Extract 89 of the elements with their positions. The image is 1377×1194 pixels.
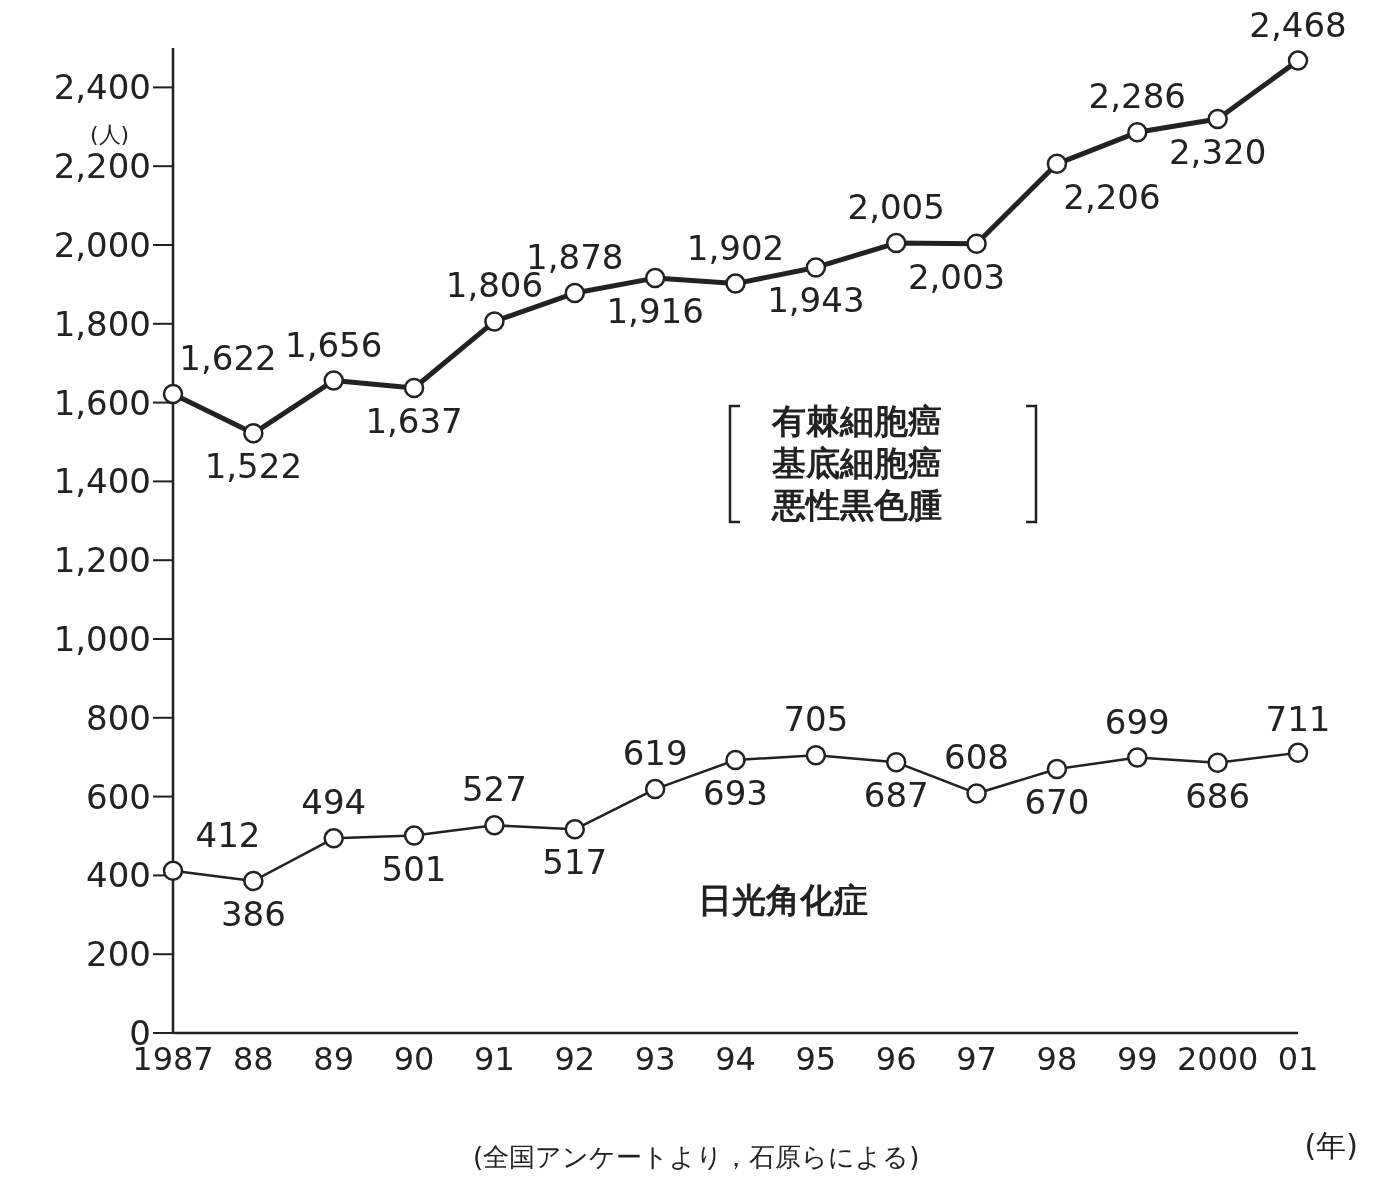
x-tick-label: 88	[233, 1039, 274, 1078]
data-label: 2,005	[847, 187, 945, 228]
point	[243, 870, 264, 892]
point	[484, 815, 505, 836]
data-label: 619	[622, 733, 688, 774]
point	[1207, 108, 1228, 130]
data-label: 686	[1185, 775, 1251, 816]
point	[725, 273, 746, 294]
data-label: 670	[1024, 782, 1090, 823]
y-tick-label: 400	[86, 855, 151, 896]
data-label: 608	[944, 737, 1010, 778]
point	[885, 232, 907, 254]
text: (全国アンケートより，石原らによる)	[473, 1141, 920, 1174]
point	[323, 828, 344, 849]
x-tick-label: 94	[715, 1039, 756, 1078]
data-label: 2,206	[1063, 176, 1161, 217]
y-tick-label: 2,200	[53, 146, 151, 187]
point	[1127, 747, 1148, 768]
data-label: 699	[1104, 701, 1170, 742]
x-tick-label: 90	[393, 1039, 435, 1078]
x-tick-label: 98	[1036, 1039, 1078, 1078]
data-label: 1,656	[285, 324, 383, 365]
x-tick-label: 96	[875, 1039, 917, 1078]
y-tick-label: 600	[86, 776, 151, 817]
point	[885, 752, 907, 773]
data-label: 1,916	[606, 291, 704, 332]
point	[725, 749, 746, 771]
x-tick-label: 92	[554, 1039, 596, 1078]
y-tick-label: 1,000	[53, 619, 151, 660]
x-tick-label: 95	[795, 1039, 837, 1078]
point	[644, 778, 666, 800]
data-label: 2,320	[1168, 131, 1267, 172]
data-label: 412	[195, 814, 261, 855]
data-label: 1,943	[767, 280, 865, 321]
point	[1127, 122, 1148, 143]
point	[484, 311, 505, 332]
point	[564, 819, 586, 840]
data-label: 494	[301, 782, 367, 823]
point	[1287, 50, 1309, 71]
data-label: 527	[461, 769, 527, 810]
data-label: 711	[1265, 698, 1331, 739]
y-tick-label: 1,200	[53, 540, 151, 581]
data-label: 1,902	[686, 227, 785, 268]
y-tick-label: 2,400	[53, 67, 151, 108]
x-tick-label: 2000	[1176, 1039, 1259, 1078]
point	[564, 282, 586, 304]
point	[403, 825, 425, 846]
point	[162, 860, 184, 881]
y-tick-label: 1,800	[53, 303, 151, 344]
data-label: 693	[703, 772, 768, 813]
point	[805, 257, 827, 278]
point	[805, 744, 827, 766]
point	[966, 233, 987, 255]
point	[243, 423, 264, 444]
text: 日光角化症	[698, 879, 868, 922]
point	[1207, 752, 1228, 773]
data-label: 517	[542, 842, 608, 883]
point	[403, 377, 425, 399]
x-tick-label: 93	[634, 1039, 676, 1078]
y-tick-label: 200	[86, 934, 151, 975]
y-tick-label: 1,400	[53, 461, 151, 502]
point	[162, 383, 184, 405]
x-tick-label: 01	[1277, 1039, 1319, 1078]
point	[323, 370, 344, 391]
data-label: 386	[220, 893, 286, 934]
x-tick-label: 99	[1116, 1039, 1158, 1078]
data-label: 687	[863, 775, 929, 816]
data-label: 1,622	[179, 337, 277, 378]
point	[644, 267, 666, 289]
point	[1287, 742, 1309, 764]
x-axis-title: (年)	[1304, 1127, 1358, 1165]
x-tick-label: 89	[313, 1039, 355, 1078]
text: 有棘細胞癌基底細胞癌悪性黒色腫	[772, 400, 943, 526]
data-label: 705	[783, 699, 849, 740]
y-tick-label: 800	[86, 697, 151, 738]
data-label: 2,468	[1249, 4, 1347, 45]
y-tick-label: 2,000	[53, 225, 151, 266]
point	[1046, 153, 1068, 175]
data-label: 1,522	[204, 446, 303, 487]
x-tick-label: 91	[474, 1039, 515, 1078]
data-label: 1,637	[365, 401, 463, 442]
y-tick-label: 1,600	[53, 382, 151, 423]
y-axis-title: (人)	[90, 121, 130, 149]
x-tick-label: 97	[956, 1039, 997, 1078]
point	[966, 783, 987, 804]
data-label: 501	[381, 848, 447, 889]
point	[1046, 758, 1068, 780]
data-label: 2,286	[1088, 76, 1186, 117]
data-label: 2,003	[907, 256, 1006, 297]
